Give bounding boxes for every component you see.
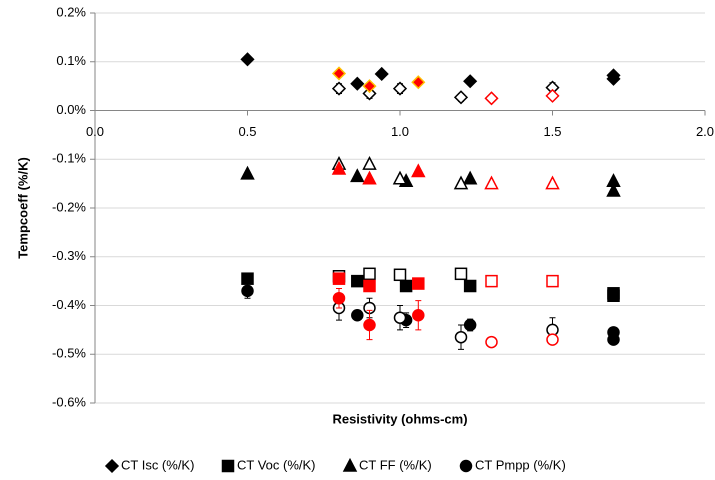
marker [412,277,425,290]
marker [485,335,498,349]
legend-item: CT Isc (%/K) [104,457,194,474]
marker [412,309,425,322]
marker [362,86,377,101]
marker [546,333,559,346]
x-tick-label: 0.5 [238,124,256,139]
y-tick-label: -0.2% [52,199,86,214]
marker [459,459,473,473]
marker [351,309,364,322]
legend-label: CT Voc (%/K) [237,457,316,472]
y-tick-label: -0.6% [52,394,86,409]
marker [104,458,120,474]
x-tick-label: 2.0 [696,124,714,139]
legend-item: CT Pmpp (%/K) [459,457,566,473]
marker [331,81,347,96]
marker [393,311,407,324]
marker [607,333,620,346]
marker [362,156,377,170]
y-axis-title: Tempcoeff (%/K) [15,157,30,259]
marker [484,91,499,106]
y-tick-label: 0.1% [56,53,86,68]
x-tick-label: 0.0 [86,124,104,139]
marker [240,165,255,180]
legend-item: CT FF (%/K) [342,457,432,472]
marker [463,279,477,293]
marker [363,279,376,293]
x-tick-label: 1.5 [543,124,561,139]
marker [363,318,376,332]
y-tick-label: -0.5% [52,346,86,361]
y-tick-label: 0.2% [56,4,86,19]
y-tick-label: -0.4% [52,297,86,312]
marker [240,52,255,67]
legend-label: CT Pmpp (%/K) [475,457,566,472]
axes: 0.2% 0.1% 0.0% -0.1% -0.2% -0.3% -0.4% -0.5% -0.… [52,4,714,409]
x-tick-label: 1.0 [391,124,409,139]
y-tick-label: 0.0% [56,102,86,117]
legend: CT Isc (%/K) CT Voc (%/K) CT FF (%/K) CT Pm… [104,457,566,474]
marker [350,168,365,183]
marker [411,163,426,178]
marker [606,182,621,197]
marker [362,170,377,185]
marker [350,76,365,91]
marker [331,160,347,175]
marker [545,88,560,103]
marker [392,81,408,96]
marker [606,71,621,86]
marker [545,175,560,190]
legend-label: CT FF (%/K) [359,457,432,472]
marker [392,170,408,185]
y-tick-label: -0.3% [52,248,86,263]
marker [454,267,468,281]
y-tick-label: -0.1% [52,151,86,166]
marker [411,75,426,90]
marker [484,175,499,190]
marker [463,318,477,332]
marker [454,330,468,344]
marker [331,66,347,81]
marker [332,272,346,285]
marker [362,79,377,94]
marker [463,74,478,89]
plot-area [240,52,621,350]
marker [485,274,498,288]
marker [363,267,376,281]
marker [351,274,364,288]
marker [332,291,346,305]
marker [453,90,469,105]
marker [393,268,407,282]
marker [453,175,469,190]
legend-label: CT Isc (%/K) [121,457,194,472]
marker [546,274,559,288]
marker [241,272,254,285]
marker [607,289,620,302]
marker [399,279,413,293]
legend-item: CT Voc (%/K) [221,457,316,473]
marker [241,284,254,298]
marker [462,170,478,185]
marker [221,459,235,473]
marker [342,457,358,472]
x-axis-title: Resistivity (ohms-cm) [332,411,467,426]
marker [374,66,389,81]
